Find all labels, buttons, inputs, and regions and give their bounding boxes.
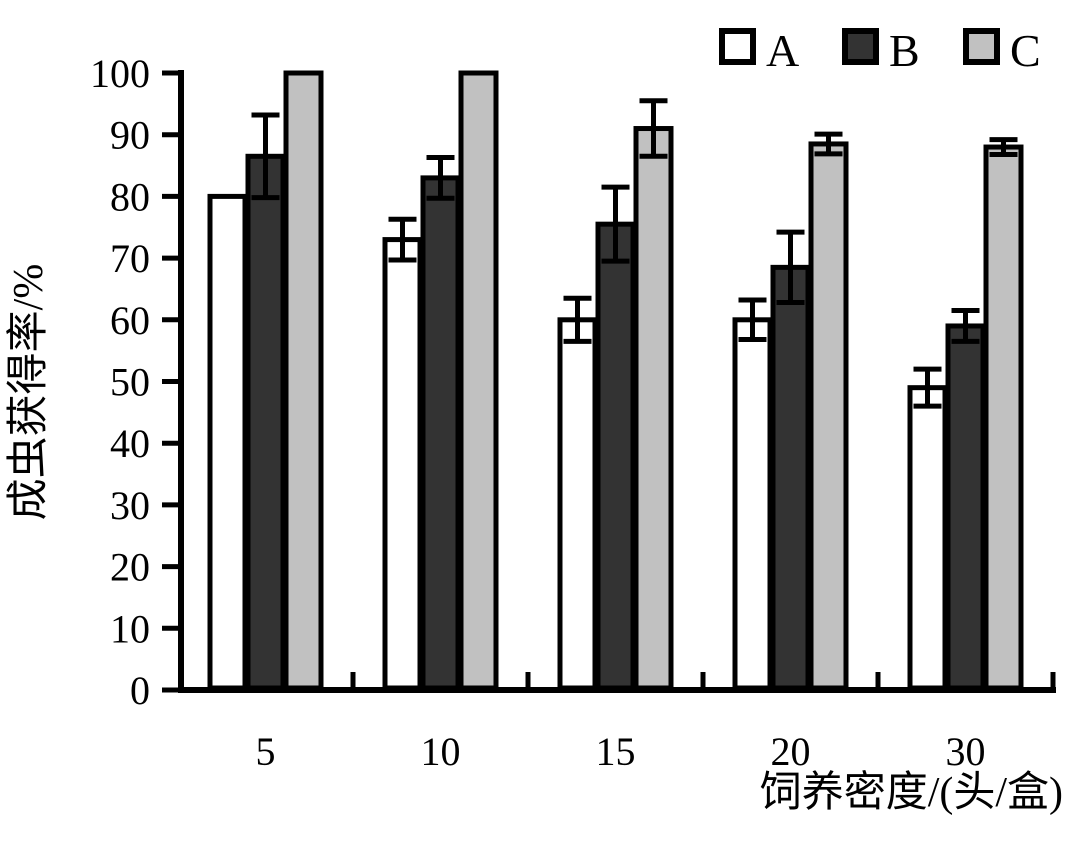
y-tick-label-0: 0 — [130, 668, 150, 713]
bar-B-15 — [595, 221, 636, 691]
bar-C-20 — [808, 141, 849, 691]
y-tick-label-30: 30 — [110, 483, 150, 528]
bar-A-15 — [557, 317, 598, 691]
y-axis-title: 成虫获得率/% — [5, 264, 52, 521]
x-axis-title: 饲养密度/(头/盒) — [760, 769, 1063, 816]
category-label-10: 10 — [421, 729, 461, 774]
y-tick-label-40: 40 — [110, 421, 150, 466]
legend-swatch-A — [719, 28, 756, 65]
category-label-30: 30 — [946, 729, 986, 774]
bar-A-5 — [207, 193, 248, 691]
y-tick-label-80: 80 — [110, 174, 150, 219]
legend-label-B: B — [889, 25, 920, 76]
bar-B-5 — [245, 153, 286, 691]
category-label-20: 20 — [771, 729, 811, 774]
y-tick-label-70: 70 — [110, 236, 150, 281]
bar-A-20 — [732, 317, 773, 691]
legend-label-A: A — [766, 25, 799, 76]
bar-C-30 — [983, 144, 1024, 691]
category-label-5: 5 — [256, 729, 276, 774]
bar-A-10 — [382, 237, 423, 691]
y-tick-label-10: 10 — [110, 606, 150, 651]
y-tick-label-50: 50 — [110, 360, 150, 405]
bar-B-30 — [945, 323, 986, 691]
y-tick-label-100: 100 — [90, 51, 150, 96]
legend-label-C: C — [1010, 25, 1041, 76]
bar-C-10 — [458, 70, 499, 691]
legend-swatch-C — [963, 28, 1000, 65]
bar-B-10 — [420, 175, 461, 691]
y-tick-label-20: 20 — [110, 545, 150, 590]
legend-swatch-B — [842, 28, 879, 65]
category-label-15: 15 — [596, 729, 636, 774]
bar-A-30 — [907, 385, 948, 691]
bar-C-5 — [283, 70, 324, 691]
bar-C-15 — [633, 126, 674, 691]
y-tick-label-60: 60 — [110, 298, 150, 343]
bar-B-20 — [770, 264, 811, 691]
y-tick-label-90: 90 — [110, 113, 150, 158]
